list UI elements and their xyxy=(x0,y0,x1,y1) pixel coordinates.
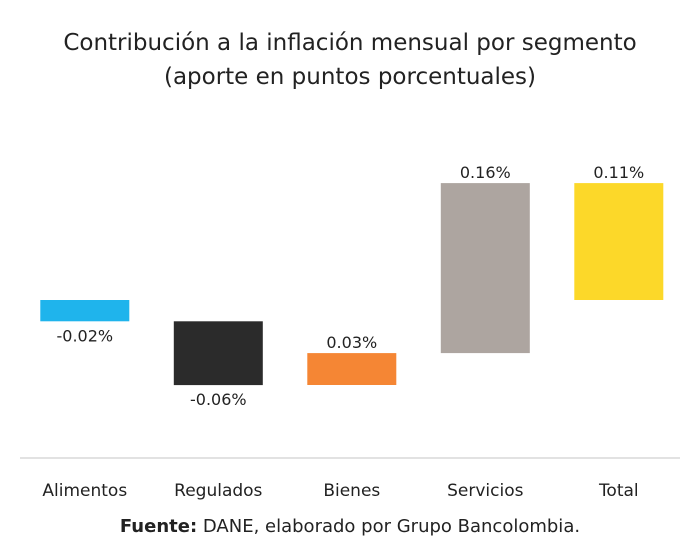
bars-layer xyxy=(40,183,664,386)
source-label: Fuente: xyxy=(119,516,198,537)
category-label-bienes: Bienes xyxy=(323,481,380,501)
data-label-total: 0.11% xyxy=(593,163,644,182)
data-label-servicios: 0.16% xyxy=(460,163,511,182)
source-note: Fuente: DANE, elaborado por Grupo Bancol… xyxy=(0,516,700,537)
bar-servicios xyxy=(440,183,530,354)
source-text: DANE, elaborado por Grupo Bancolombia. xyxy=(202,516,581,537)
data-label-regulados: -0.06% xyxy=(190,390,247,409)
category-label-total: Total xyxy=(598,481,639,501)
category-label-alimentos: Alimentos xyxy=(42,481,127,501)
category-label-regulados: Regulados xyxy=(174,481,262,501)
labels-layer: -0.02% Alimentos -0.06% Regulados 0.03% Biene… xyxy=(42,163,644,501)
data-label-bienes: 0.03% xyxy=(326,333,377,352)
bar-alimentos xyxy=(40,300,130,322)
chart-subtitle: (aporte en puntos porcentuales) xyxy=(163,64,537,90)
bar-regulados xyxy=(173,321,263,386)
category-label-servicios: Servicios xyxy=(447,481,523,501)
data-label-alimentos: -0.02% xyxy=(56,326,113,345)
chart-title: Contribución a la inflación mensual por … xyxy=(0,26,700,94)
bar-total xyxy=(574,183,664,300)
bar-bienes xyxy=(307,353,397,385)
chart-title-main: Contribución a la inflación mensual por … xyxy=(63,30,637,56)
